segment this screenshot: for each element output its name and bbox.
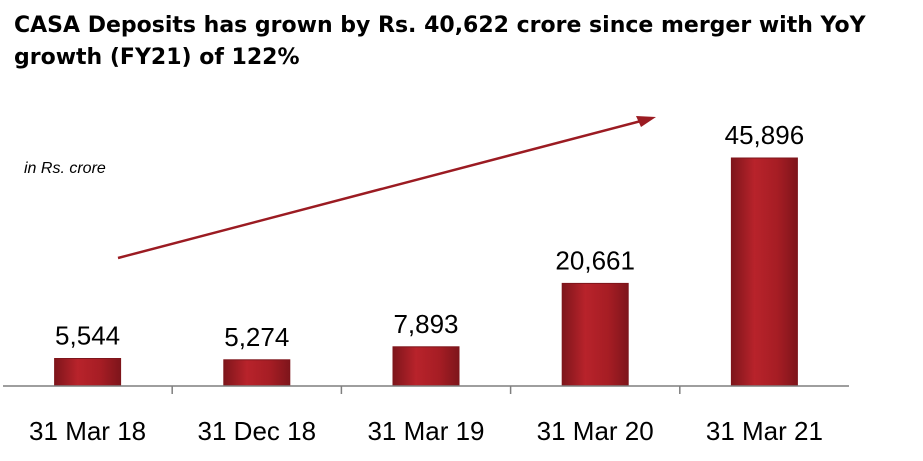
growth-arrow [117,119,642,260]
chart-title: CASA Deposits has grown by Rs. 40,622 cr… [14,13,866,70]
data-label-1: 5,274 [224,322,289,352]
data-label-3: 20,661 [555,245,635,275]
x-tick-label-4: 31 Mar 21 [706,416,823,446]
x-tick-label-0: 31 Mar 18 [29,416,146,446]
data-label-2: 7,893 [393,309,458,339]
growth-arrow-head [636,116,656,127]
bar-1 [223,359,291,387]
bar-4 [730,157,798,387]
x-tick-label-2: 31 Mar 19 [367,416,484,446]
data-label-4: 45,896 [725,120,805,150]
bar-0 [54,358,122,387]
x-tick-label-3: 31 Mar 20 [537,416,654,446]
data-label-0: 5,544 [55,321,120,351]
bar-3 [561,282,629,387]
bar-2 [392,346,460,387]
unit-note: in Rs. crore [24,160,106,177]
x-tick-label-1: 31 Dec 18 [198,416,317,446]
